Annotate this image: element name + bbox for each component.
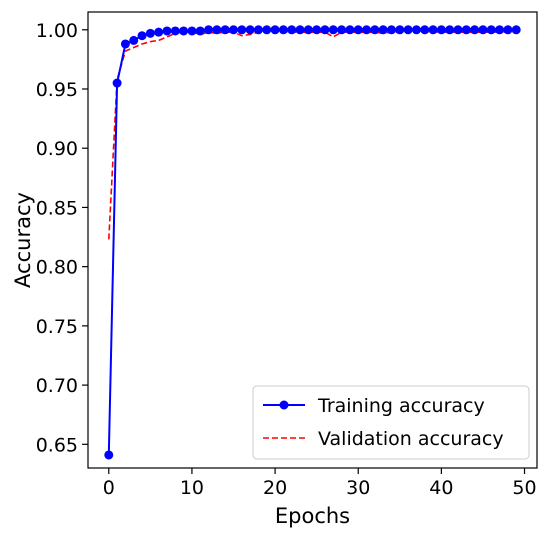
data-point (453, 25, 463, 35)
data-point (295, 25, 305, 35)
data-point (403, 25, 413, 35)
data-point (287, 25, 297, 35)
legend-training-label: Training accuracy (317, 395, 485, 417)
data-point (278, 25, 288, 35)
data-point (461, 25, 471, 35)
data-point (303, 25, 313, 35)
data-point (478, 25, 488, 35)
data-point (245, 25, 255, 35)
data-point (212, 25, 222, 35)
x-axis-label: Epochs (275, 504, 350, 528)
data-point (204, 25, 214, 35)
data-point (187, 26, 197, 36)
data-point (486, 25, 496, 35)
data-point (345, 25, 355, 35)
x-tick-label: 40 (429, 477, 453, 499)
y-tick-label: 0.75 (36, 316, 78, 338)
y-tick-label: 1.00 (36, 20, 78, 42)
data-point (312, 25, 322, 35)
y-tick-label: 0.70 (36, 375, 78, 397)
x-tick-label: 0 (103, 477, 115, 499)
data-point (420, 25, 430, 35)
data-point (378, 25, 388, 35)
data-point (337, 25, 347, 35)
data-point (137, 31, 147, 41)
data-point (503, 25, 513, 35)
legend-box (252, 385, 530, 460)
data-point (129, 35, 139, 45)
data-point (470, 25, 480, 35)
data-point (353, 25, 363, 35)
y-tick-label: 0.90 (36, 138, 78, 160)
data-point (195, 26, 205, 36)
plot-content (104, 25, 521, 460)
data-point (104, 450, 114, 460)
data-point (370, 25, 380, 35)
data-point (495, 25, 505, 35)
x-tick-label: 10 (180, 477, 204, 499)
x-tick-label: 50 (512, 477, 536, 499)
y-tick-label: 0.85 (36, 197, 78, 219)
data-point (162, 26, 172, 36)
data-point (229, 25, 239, 35)
data-point (411, 25, 421, 35)
data-point (511, 25, 521, 35)
legend: Training accuracy Validation accuracy (252, 385, 530, 460)
data-point (270, 25, 280, 35)
y-tick-label: 0.65 (36, 434, 78, 456)
data-point (145, 28, 155, 38)
data-point (436, 25, 446, 35)
data-point (428, 25, 438, 35)
y-tick-label: 0.80 (36, 257, 78, 279)
legend-training-marker (279, 400, 289, 410)
x-tick-label: 30 (346, 477, 370, 499)
data-point (328, 25, 338, 35)
data-point (262, 25, 272, 35)
y-axis-label: Accuracy (11, 192, 35, 288)
data-point (445, 25, 455, 35)
data-point (386, 25, 396, 35)
data-point (220, 25, 230, 35)
axes-frame (87, 11, 538, 469)
data-point (253, 25, 263, 35)
data-point (154, 27, 164, 37)
y-tick-label: 0.95 (36, 79, 78, 101)
data-point (179, 26, 189, 36)
data-point (112, 78, 122, 88)
data-point (395, 25, 405, 35)
data-point (320, 25, 330, 35)
axis-ticks: 0 10 20 30 40 50 0.65 0.70 0.75 0.80 0.85 0.90 0.95 1… (36, 20, 537, 499)
data-point (120, 39, 130, 49)
data-point (237, 25, 247, 35)
x-tick-label: 20 (263, 477, 287, 499)
data-point (362, 25, 372, 35)
data-point (170, 26, 180, 36)
legend-validation-label: Validation accuracy (318, 428, 504, 450)
